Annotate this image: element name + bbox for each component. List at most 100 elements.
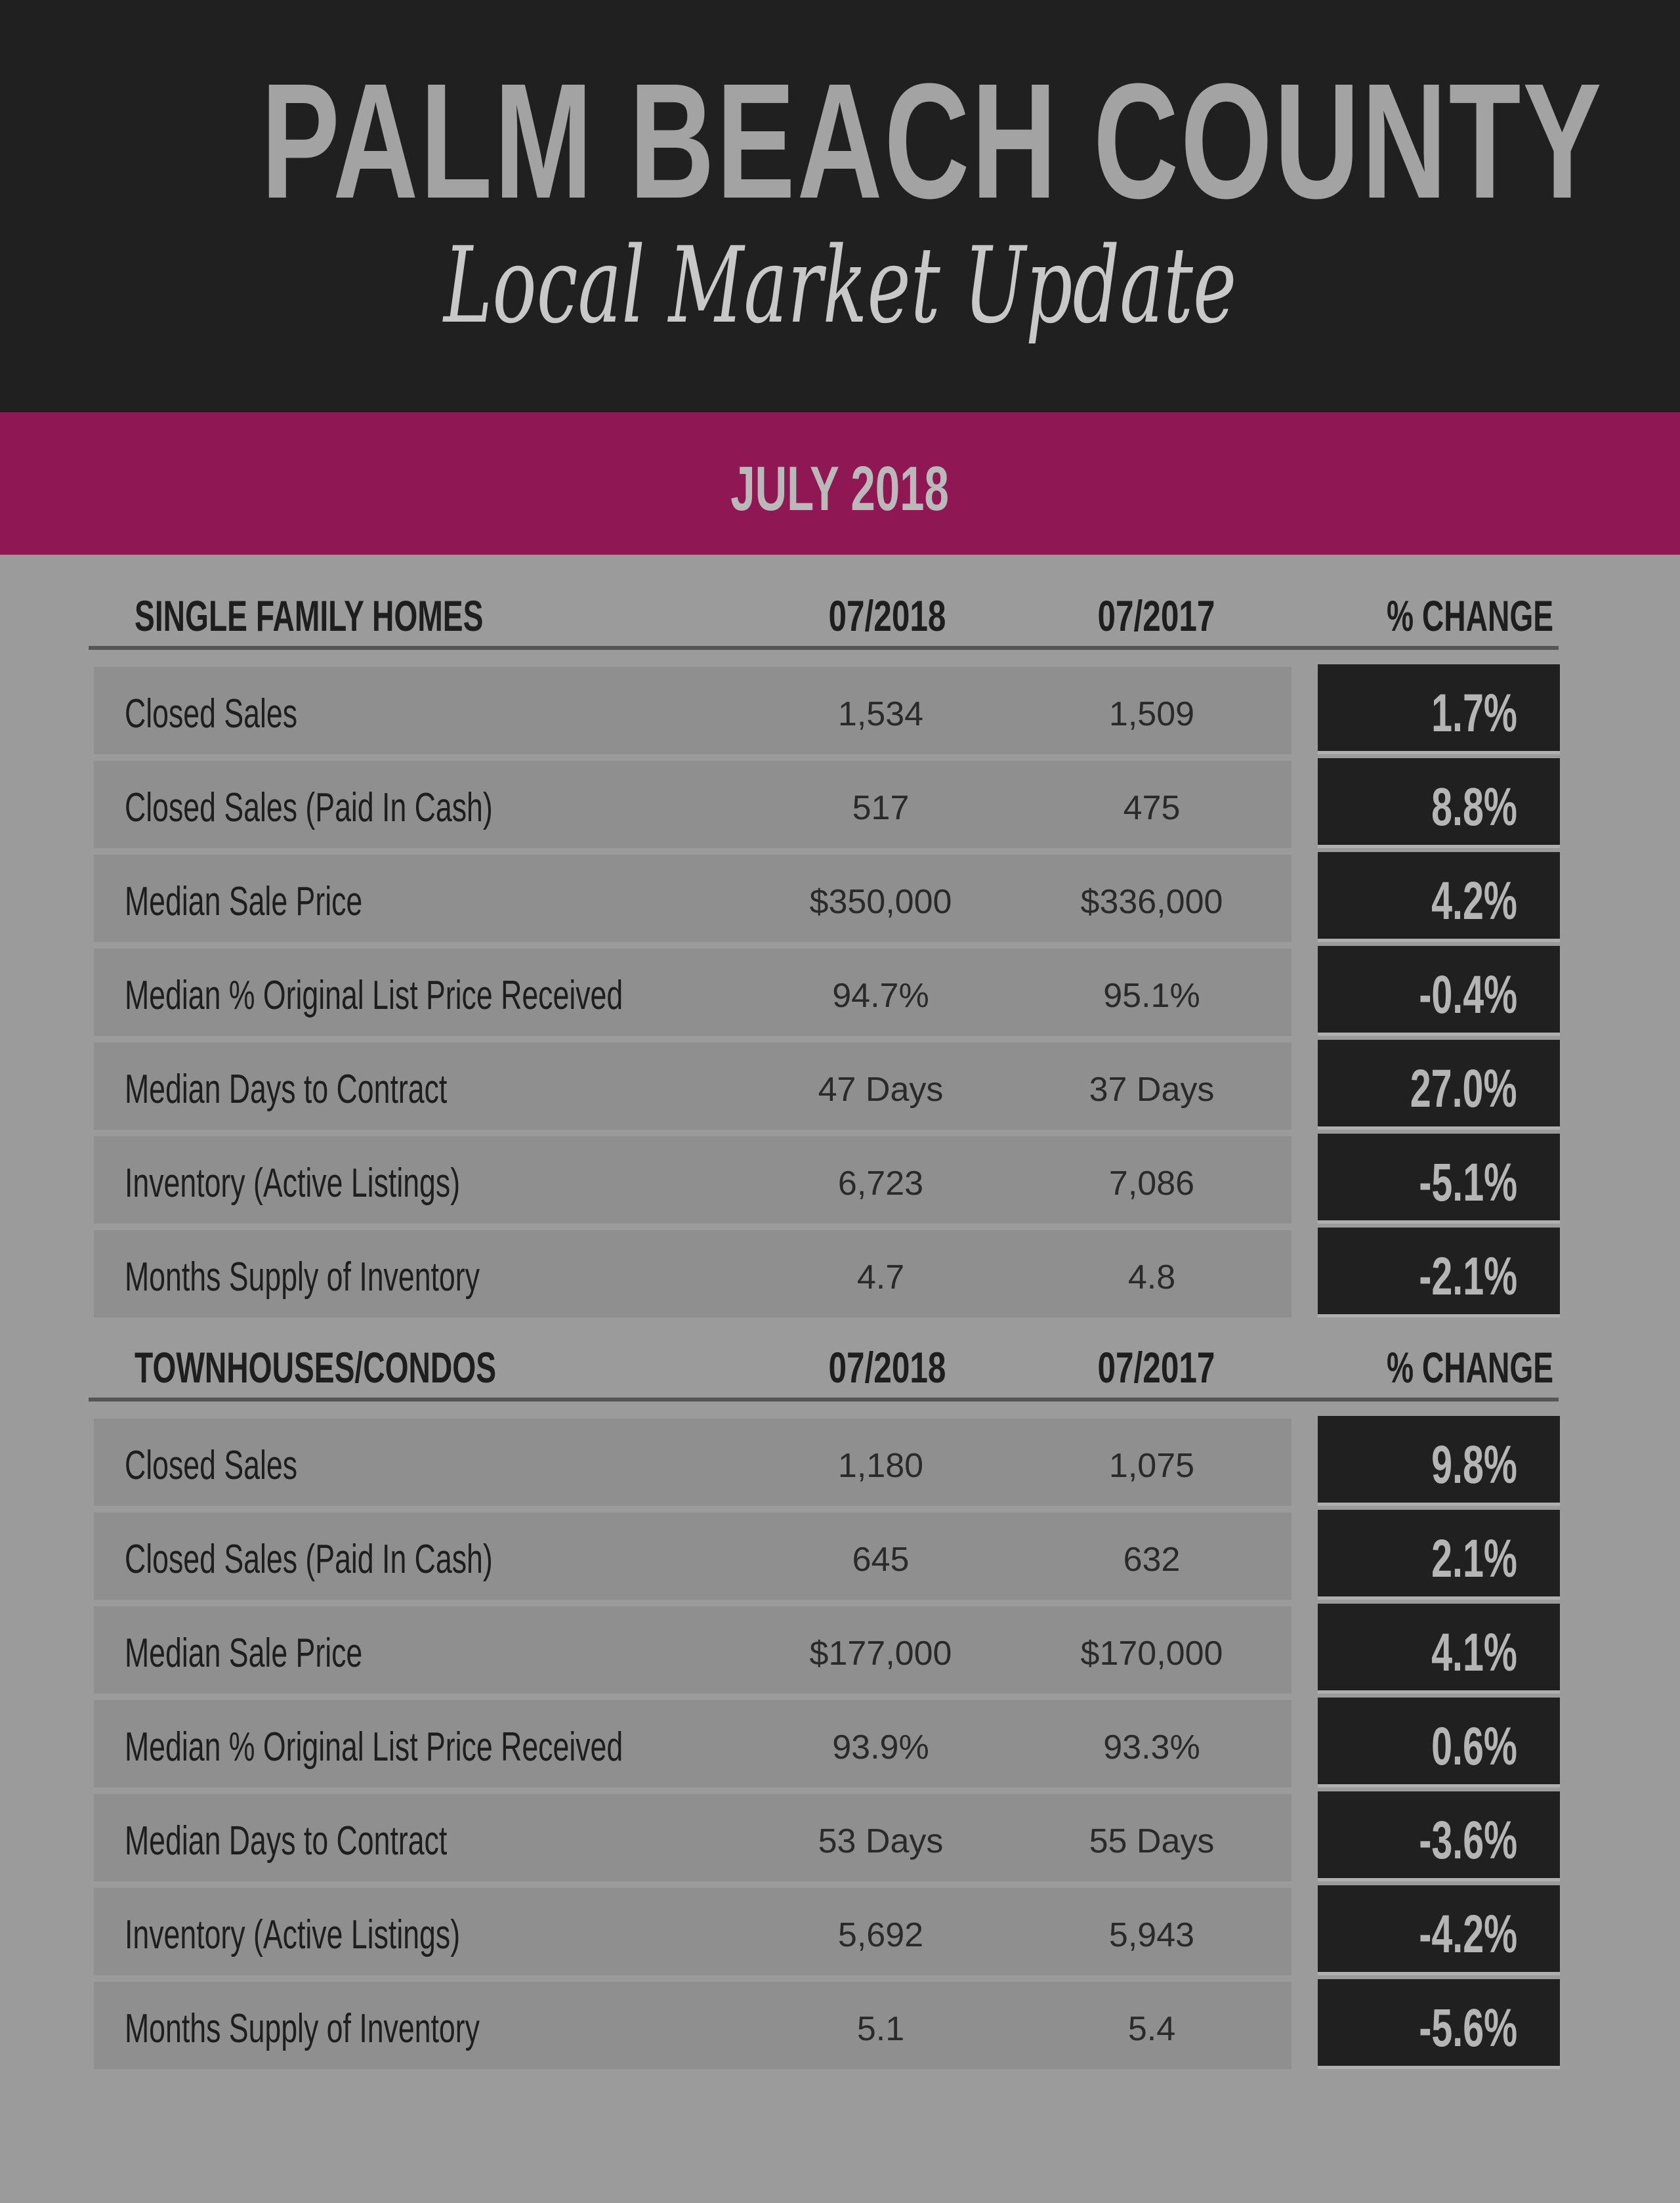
value-previous: 93.3% bbox=[1103, 1728, 1200, 1766]
value-current: $350,000 bbox=[809, 883, 952, 921]
table-row: Closed Sales 1,180 1,075 9.8% bbox=[89, 1416, 1560, 1510]
row-background bbox=[94, 1982, 1292, 2069]
value-previous: 5.4 bbox=[1127, 2010, 1176, 2048]
row-background bbox=[94, 1419, 1292, 1506]
row-background bbox=[94, 1700, 1292, 1787]
value-current: 5,692 bbox=[837, 1916, 924, 1954]
value-previous: 475 bbox=[1123, 789, 1181, 827]
value-current: 5.1 bbox=[856, 2010, 905, 2048]
metric-label: Median Sale Price bbox=[125, 1631, 363, 1676]
value-current: 1,534 bbox=[837, 695, 924, 733]
value-previous: $170,000 bbox=[1080, 1635, 1223, 1673]
change-badge: -3.6% bbox=[1318, 1791, 1560, 1881]
change-value: -4.2% bbox=[1419, 1904, 1517, 1964]
row-background bbox=[94, 949, 1292, 1036]
row-background bbox=[94, 1042, 1292, 1130]
value-previous: 5,943 bbox=[1108, 1916, 1195, 1954]
value-previous: 4.8 bbox=[1127, 1258, 1176, 1296]
section-title: TOWNHOUSES/CONDOS bbox=[135, 1343, 497, 1392]
value-current: 1,180 bbox=[837, 1447, 924, 1485]
table-row: Inventory (Active Listings) 6,723 7,086 … bbox=[89, 1134, 1560, 1228]
change-value: 9.8% bbox=[1431, 1435, 1517, 1495]
table-row: Median Days to Contract 47 Days 37 Days … bbox=[89, 1040, 1560, 1134]
row-background bbox=[94, 1794, 1292, 1881]
value-current: 47 Days bbox=[818, 1071, 944, 1109]
single-family-section: SINGLE FAMILY HOMES 07/2018 07/2017 % CH… bbox=[89, 565, 1560, 1321]
page-title: PALM BEACH COUNTY bbox=[261, 49, 1604, 232]
metric-label: Median Days to Contract bbox=[125, 1067, 448, 1112]
metric-label: Months Supply of Inventory bbox=[125, 1254, 480, 1300]
change-value: 8.8% bbox=[1431, 777, 1517, 837]
change-value: 27.0% bbox=[1410, 1059, 1517, 1119]
metric-label: Median Sale Price bbox=[125, 879, 363, 924]
change-value: 1.7% bbox=[1431, 683, 1517, 743]
table-row: Median % Original List Price Received 94… bbox=[89, 946, 1560, 1040]
value-current: $177,000 bbox=[809, 1635, 952, 1673]
table-row: Median Sale Price $350,000 $336,000 4.2% bbox=[89, 852, 1560, 946]
value-previous: 37 Days bbox=[1089, 1071, 1215, 1109]
change-value: 4.2% bbox=[1431, 871, 1517, 931]
metric-label: Months Supply of Inventory bbox=[125, 2006, 480, 2051]
value-previous: 1,075 bbox=[1108, 1447, 1195, 1485]
change-badge: -2.1% bbox=[1318, 1228, 1560, 1317]
value-current: 53 Days bbox=[818, 1822, 944, 1860]
change-badge: 8.8% bbox=[1318, 758, 1560, 848]
column-header-previous: 07/2017 bbox=[1097, 591, 1215, 640]
row-background bbox=[94, 761, 1292, 848]
table-row: Closed Sales (Paid In Cash) 645 632 2.1% bbox=[89, 1510, 1560, 1604]
row-background bbox=[94, 1606, 1292, 1694]
section-header: TOWNHOUSES/CONDOS 07/2018 07/2017 % CHAN… bbox=[89, 1316, 1559, 1401]
value-current: 93.9% bbox=[832, 1728, 929, 1766]
change-value: -0.4% bbox=[1419, 965, 1517, 1025]
change-badge: 4.2% bbox=[1318, 852, 1560, 942]
column-header-current: 07/2018 bbox=[828, 591, 946, 640]
change-value: -5.1% bbox=[1419, 1153, 1517, 1212]
metric-label: Median Days to Contract bbox=[125, 1818, 448, 1864]
metric-label: Closed Sales bbox=[125, 1443, 298, 1488]
section-header: SINGLE FAMILY HOMES 07/2018 07/2017 % CH… bbox=[89, 565, 1559, 650]
change-badge: 9.8% bbox=[1318, 1416, 1560, 1506]
metric-label: Inventory (Active Listings) bbox=[125, 1912, 461, 1957]
change-badge: 0.6% bbox=[1318, 1698, 1560, 1787]
row-background bbox=[94, 855, 1292, 942]
table-row: Months Supply of Inventory 4.7 4.8 -2.1% bbox=[89, 1228, 1560, 1321]
change-badge: 1.7% bbox=[1318, 664, 1560, 754]
value-previous: 95.1% bbox=[1103, 977, 1200, 1015]
value-previous: 7,086 bbox=[1108, 1165, 1195, 1203]
value-previous: $336,000 bbox=[1080, 883, 1223, 921]
row-background bbox=[94, 1512, 1292, 1600]
value-previous: 55 Days bbox=[1089, 1822, 1215, 1860]
change-badge: -4.2% bbox=[1318, 1885, 1560, 1975]
metric-label: Inventory (Active Listings) bbox=[125, 1161, 461, 1206]
column-header-current: 07/2018 bbox=[828, 1343, 946, 1392]
value-current: 645 bbox=[852, 1541, 910, 1579]
value-current: 6,723 bbox=[837, 1165, 924, 1203]
row-background bbox=[94, 667, 1292, 754]
change-value: 4.1% bbox=[1431, 1623, 1517, 1682]
change-value: -3.6% bbox=[1419, 1810, 1517, 1870]
column-header-change: % CHANGE bbox=[1387, 591, 1554, 640]
change-value: 0.6% bbox=[1431, 1717, 1517, 1776]
change-value: -5.6% bbox=[1419, 1998, 1517, 2058]
change-badge: 2.1% bbox=[1318, 1510, 1560, 1600]
townhouses-condos-section: TOWNHOUSES/CONDOS 07/2018 07/2017 % CHAN… bbox=[89, 1316, 1560, 2073]
value-previous: 1,509 bbox=[1108, 695, 1195, 733]
row-background bbox=[94, 1888, 1292, 1975]
value-previous: 632 bbox=[1123, 1541, 1181, 1579]
change-badge: 27.0% bbox=[1318, 1040, 1560, 1130]
period-label: JULY 2018 bbox=[730, 454, 950, 524]
metric-label: Median % Original List Price Received bbox=[125, 1724, 623, 1770]
table-row: Inventory (Active Listings) 5,692 5,943 … bbox=[89, 1885, 1560, 1979]
column-header-previous: 07/2017 bbox=[1097, 1343, 1215, 1392]
metric-label: Closed Sales bbox=[125, 691, 298, 737]
header: PALM BEACH COUNTY Local Market Update bbox=[0, 0, 1680, 412]
table-row: Median Sale Price $177,000 $170,000 4.1% bbox=[89, 1604, 1560, 1698]
metric-label: Median % Original List Price Received bbox=[125, 973, 623, 1018]
value-current: 4.7 bbox=[856, 1258, 905, 1296]
period-banner: JULY 2018 bbox=[0, 412, 1680, 555]
table-row: Median Days to Contract 53 Days 55 Days … bbox=[89, 1791, 1560, 1885]
metric-label: Closed Sales (Paid In Cash) bbox=[125, 785, 493, 830]
change-badge: -5.6% bbox=[1318, 1979, 1560, 2069]
table-row: Closed Sales 1,534 1,509 1.7% bbox=[89, 664, 1560, 758]
table-row: Closed Sales (Paid In Cash) 517 475 8.8% bbox=[89, 758, 1560, 852]
